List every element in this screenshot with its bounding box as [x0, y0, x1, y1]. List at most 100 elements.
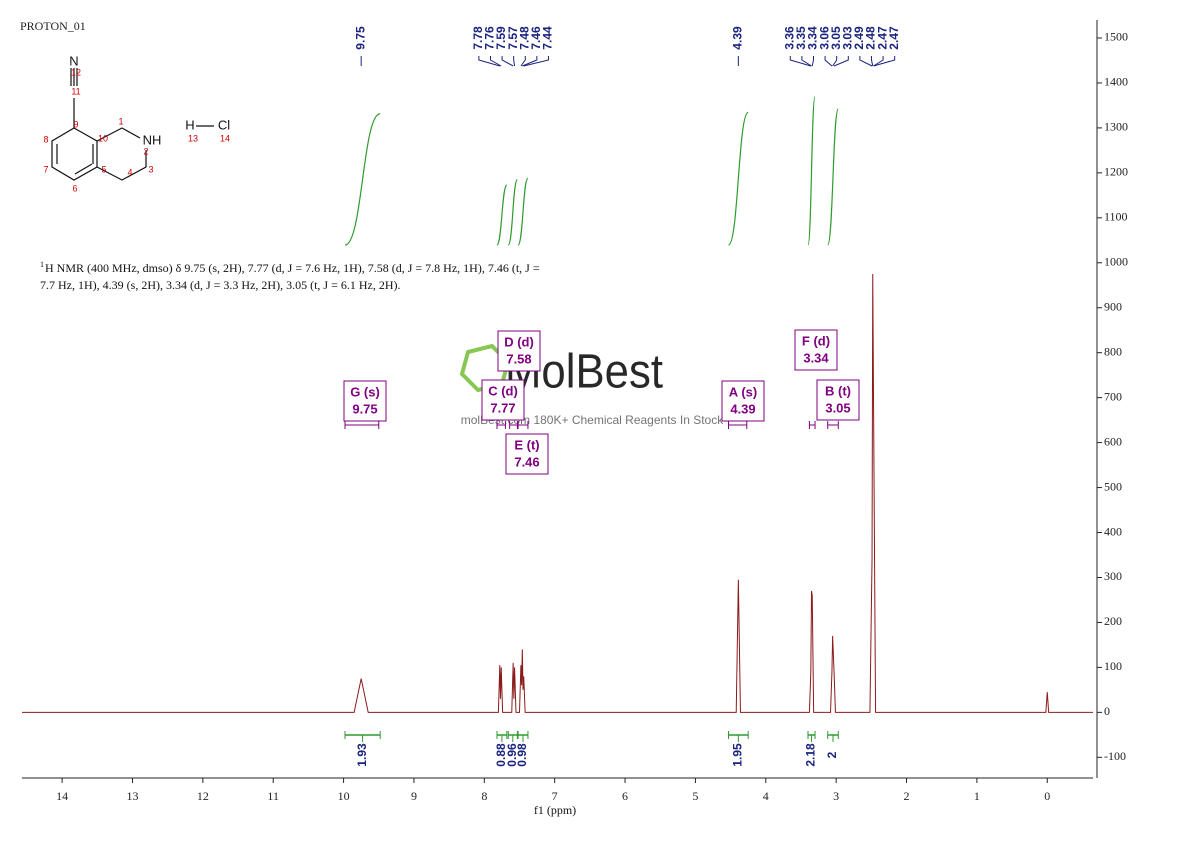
x-tick-label: 14: [56, 789, 68, 803]
watermark-tagline: molBest.com 180K+ Chemical Reagents In S…: [461, 413, 724, 427]
integral-curve: [827, 108, 839, 246]
atom-number: 13: [188, 133, 198, 143]
peak-label: 7.78: [471, 26, 485, 50]
peak-label: 2.48: [864, 26, 878, 50]
multiplet-shift: 4.39: [730, 401, 755, 416]
atom-number: 9: [73, 119, 78, 129]
integral-curve: [507, 179, 518, 246]
x-tick-label: 4: [763, 789, 769, 803]
integral-label: 0.88: [494, 743, 508, 767]
integral-label: 1.95: [731, 743, 745, 767]
peak-label: 7.76: [483, 26, 497, 50]
atom-number: 14: [220, 133, 230, 143]
peak-connector: [522, 56, 538, 67]
multiplet-box: [481, 379, 525, 421]
multiplet-name: B (t): [825, 383, 851, 398]
x-tick-label: 1: [974, 789, 980, 803]
multiplet-shift: 3.34: [803, 350, 829, 365]
description-line: 7.7 Hz, 1H), 4.39 (s, 2H), 3.34 (d, J = …: [40, 278, 401, 292]
peak-label: 3.05: [829, 26, 843, 50]
multiplet-name: F (d): [802, 333, 830, 348]
peak-label: 2.49: [852, 26, 866, 50]
multiplet-box: [794, 329, 838, 371]
peak-label: 3.35: [794, 26, 808, 50]
peak-connector: [870, 56, 874, 67]
y-tick-label: 300: [1104, 569, 1122, 583]
peak-connector: [520, 56, 526, 67]
integral-curve: [496, 184, 508, 246]
atom-number: 11: [71, 86, 80, 96]
peak-label: 3.03: [840, 26, 854, 50]
y-tick-label: 1400: [1104, 75, 1128, 89]
peak-connector: [824, 56, 833, 67]
y-tick-label: 1100: [1104, 210, 1128, 224]
y-tick-label: 400: [1104, 524, 1122, 538]
peak-label: 7.57: [506, 26, 520, 50]
x-tick-label: 6: [622, 789, 628, 803]
bond: [51, 127, 98, 181]
peak-label: 2.47: [887, 26, 901, 50]
structure: [51, 68, 214, 181]
y-tick-label: 500: [1104, 479, 1122, 493]
multiplet-shift: 7.46: [514, 454, 539, 469]
y-tick-label: 1200: [1104, 165, 1128, 179]
atom-number: 12: [71, 67, 81, 77]
atom-number: 7: [43, 164, 48, 174]
peak-connector: [859, 56, 873, 67]
x-tick-label: 2: [904, 789, 910, 803]
y-tick-label: 1000: [1104, 255, 1128, 269]
peak-connector: [489, 56, 502, 67]
atom-number: 4: [127, 167, 132, 177]
y-tick-label: 1500: [1104, 30, 1128, 44]
peak-connector: [811, 56, 814, 67]
atom-number: 10: [98, 133, 108, 143]
atom: NH: [143, 132, 162, 147]
y-tick-label: 200: [1104, 614, 1122, 628]
x-axis-label: f1 (ppm): [534, 803, 576, 817]
peak-label: 3.34: [806, 26, 820, 50]
multiplet-name: C (d): [488, 383, 518, 398]
y-tick-label: 700: [1104, 389, 1122, 403]
x-tick-label: 9: [411, 789, 417, 803]
multiplet-box: [721, 380, 765, 422]
integral-label: 0.98: [515, 743, 529, 767]
peak-connector: [523, 56, 549, 67]
atom: H: [185, 117, 194, 132]
atom-number: 2: [143, 146, 148, 156]
atom-number: 6: [72, 183, 77, 193]
integral-label: 1.93: [355, 743, 369, 767]
x-tick-label: 3: [833, 789, 839, 803]
integral-curve: [727, 111, 749, 246]
atom-number: 8: [43, 134, 48, 144]
peak-connector: [873, 56, 896, 67]
x-tick-label: 0: [1044, 789, 1050, 803]
multiplet-shift: 7.58: [506, 351, 531, 366]
peak-label: 3.36: [782, 26, 796, 50]
atom-number: 3: [148, 164, 153, 174]
multiplet-box: [497, 330, 541, 372]
peak-connector: [833, 56, 849, 67]
integral-label: 2.18: [804, 743, 818, 767]
peak-label: 7.44: [541, 26, 555, 50]
bond: [96, 150, 147, 181]
peak-label: 4.39: [731, 26, 745, 50]
multiplet-box: [816, 379, 860, 421]
x-tick-label: 13: [126, 789, 138, 803]
peak-label: 9.75: [353, 26, 367, 50]
peak-connector: [832, 56, 838, 67]
multiplet-box: [343, 380, 387, 422]
peak-connector: [873, 56, 884, 67]
peak-connector: [478, 56, 500, 67]
peak-label: 3.06: [817, 26, 831, 50]
y-tick-label: 600: [1104, 434, 1122, 448]
bond: [74, 163, 93, 175]
bond: [96, 127, 141, 142]
multiplet-shift: 7.77: [490, 400, 515, 415]
spectrum-line: [22, 274, 1093, 713]
watermark: MolBest molBest.com 180K+ Chemical Reage…: [459, 343, 724, 427]
x-tick-label: 10: [338, 789, 350, 803]
integral-label: 2: [825, 751, 839, 758]
peak-connector: [801, 56, 812, 67]
multiplet-shift: 9.75: [352, 401, 377, 416]
peak-label: 7.59: [494, 26, 508, 50]
